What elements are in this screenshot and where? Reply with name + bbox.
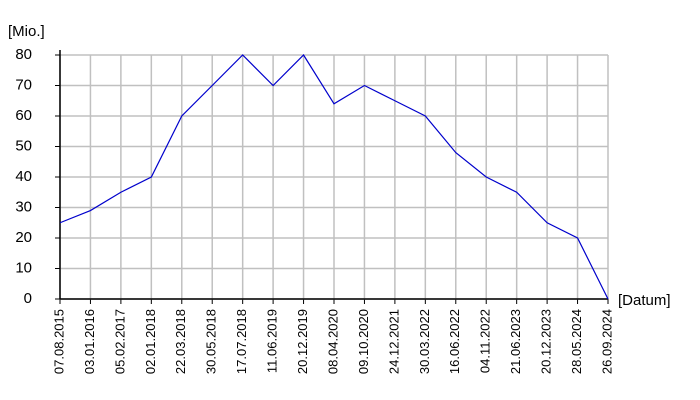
y-tick-label: 10	[15, 259, 32, 276]
y-tick-label: 20	[15, 229, 32, 246]
data-line	[59, 54, 609, 300]
x-tick-label: 09.10.2020	[356, 309, 371, 374]
x-tick-label: 11.06.2019	[265, 309, 280, 373]
x-tick-label: 03.01.2016	[82, 309, 97, 374]
x-tick-label: 28.05.2024	[569, 309, 584, 374]
y-tick-label: 50	[15, 137, 32, 154]
x-tick-label: 16.06.2022	[447, 309, 462, 374]
x-tick-label: 08.04.2020	[325, 309, 340, 374]
x-tick-label: 30.05.2018	[204, 309, 219, 374]
x-tick-label: 30.03.2022	[417, 309, 432, 374]
y-tick-label: 0	[24, 290, 32, 307]
x-tick-label: 04.11.2022	[478, 309, 493, 373]
x-axis-label: [Datum]	[618, 292, 671, 309]
x-tick-label: 02.01.2018	[143, 309, 158, 374]
x-tick-label: 17.07.2018	[234, 309, 249, 374]
x-tick-label: 20.12.2023	[539, 309, 554, 374]
x-tick-label: 24.12.2021	[386, 309, 401, 374]
x-tick-label: 21.06.2023	[508, 309, 523, 374]
y-axis-label: [Mio.]	[8, 23, 45, 40]
x-tick-label: 05.02.2017	[112, 309, 127, 374]
y-tick-label: 60	[15, 107, 32, 124]
y-tick-label: 70	[15, 76, 32, 93]
x-tick-label: 20.12.2019	[295, 309, 310, 374]
y-tick-label: 30	[15, 198, 32, 215]
x-tick-label: 22.03.2018	[173, 309, 188, 374]
x-tick-label: 07.08.2015	[51, 309, 66, 374]
x-tick-label: 26.09.2024	[599, 309, 614, 374]
y-tick-label: 40	[15, 168, 32, 185]
y-tick-label: 80	[15, 46, 32, 63]
